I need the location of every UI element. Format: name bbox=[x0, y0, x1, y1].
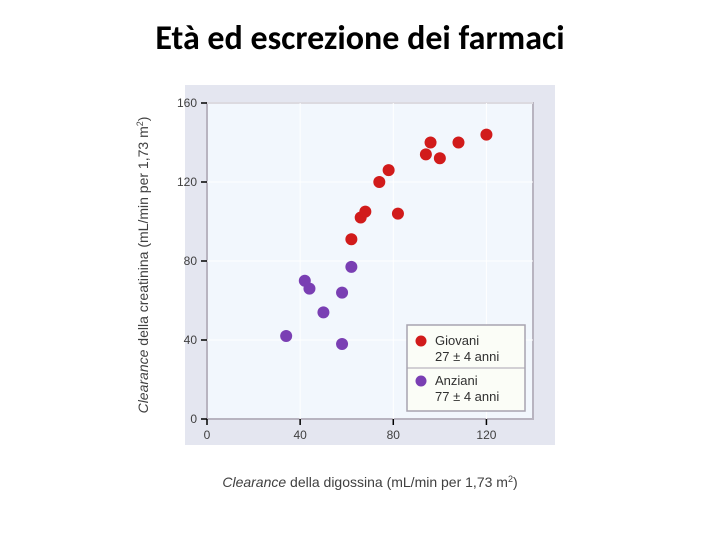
point-giovani bbox=[383, 164, 395, 176]
legend-label-anziani-2: 77 ± 4 anni bbox=[435, 389, 499, 404]
y-axis-title: Clearance della creatinina (mL/min per 1… bbox=[135, 117, 151, 414]
svg-text:80: 80 bbox=[184, 254, 198, 268]
svg-text:80: 80 bbox=[387, 428, 401, 442]
x-axis-title: Clearance della digossina (mL/min per 1,… bbox=[222, 474, 517, 490]
point-giovani bbox=[359, 206, 371, 218]
point-giovani bbox=[392, 208, 404, 220]
point-giovani bbox=[452, 137, 464, 149]
point-giovani bbox=[373, 176, 385, 188]
svg-text:120: 120 bbox=[177, 175, 197, 189]
svg-text:40: 40 bbox=[293, 428, 307, 442]
point-giovani bbox=[480, 129, 492, 141]
slide-title: Età ed escrezione dei farmaci bbox=[0, 18, 720, 59]
svg-text:0: 0 bbox=[204, 428, 211, 442]
point-giovani bbox=[425, 137, 437, 149]
point-anziani bbox=[280, 330, 292, 342]
legend-label-anziani-1: Anziani bbox=[435, 373, 478, 388]
point-anziani bbox=[336, 287, 348, 299]
point-giovani bbox=[420, 148, 432, 160]
legend-marker-anziani bbox=[416, 376, 427, 387]
point-anziani bbox=[299, 275, 311, 287]
point-anziani bbox=[317, 306, 329, 318]
svg-text:0: 0 bbox=[190, 412, 197, 426]
point-giovani bbox=[345, 233, 357, 245]
svg-text:120: 120 bbox=[476, 428, 496, 442]
slide: Età ed escrezione dei farmaci 0 40 80 120 0 4… bbox=[0, 0, 720, 540]
point-giovani bbox=[434, 152, 446, 164]
svg-text:160: 160 bbox=[177, 96, 197, 110]
legend-label-giovani-1: Giovani bbox=[435, 333, 479, 348]
legend-marker-giovani bbox=[416, 336, 427, 347]
svg-text:40: 40 bbox=[184, 333, 198, 347]
scatter-chart: 0 40 80 120 0 40 80 120 160 Giovani27 ± 4 anni Anz… bbox=[130, 80, 590, 510]
point-anziani bbox=[345, 261, 357, 273]
legend-label-giovani-2: 27 ± 4 anni bbox=[435, 349, 499, 364]
point-anziani bbox=[336, 338, 348, 350]
